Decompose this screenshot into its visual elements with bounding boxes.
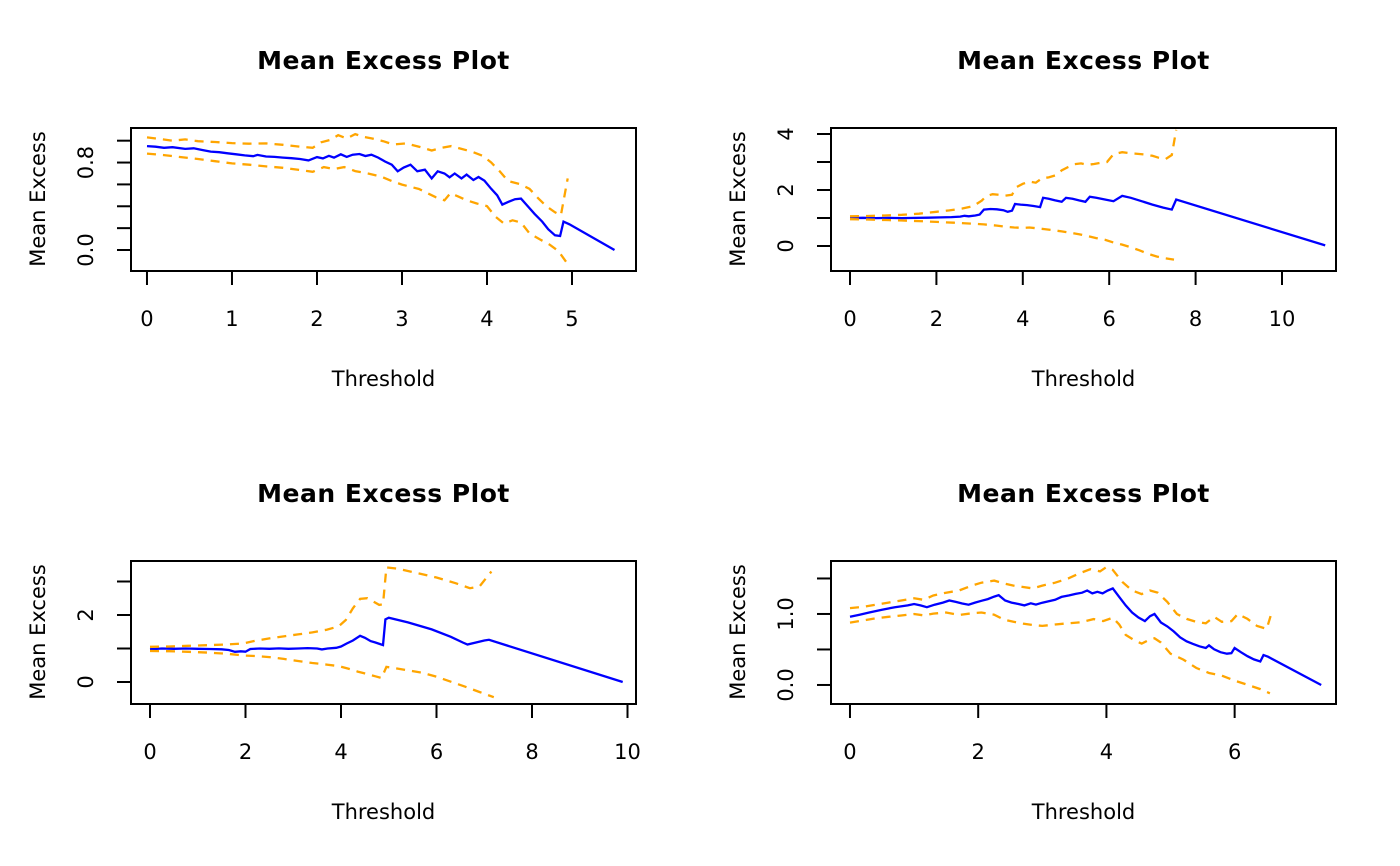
x-axis-label: Threshold — [1031, 800, 1136, 824]
mean-excess-panel-top-right: Mean Excess Plot Mean Excess 0 2 4 6 8 10 4 2 0 … — [700, 0, 1400, 433]
lower-confidence-line — [849, 611, 1271, 695]
plot-box — [130, 560, 637, 705]
plot-area: 0 1 2 3 4 5 0.8 0.0 — [74, 127, 637, 331]
plot-area: 0 2 4 6 1.0 0.0 — [774, 560, 1337, 764]
mean-excess-panel-bottom-left: Mean Excess Plot Mean Excess 0 2 4 6 8 10 2 0 T… — [0, 433, 700, 866]
x-tick-label: 4 — [334, 740, 347, 764]
plot-box — [830, 127, 1337, 272]
x-tick-label: 5 — [565, 307, 578, 331]
x-tick-label: 0 — [143, 740, 156, 764]
mean-excess-line — [149, 616, 624, 684]
mean-excess-line — [146, 144, 616, 251]
x-tick-label: 2 — [972, 740, 985, 764]
lower-confidence-line — [149, 649, 495, 699]
mean-excess-panel-top-left: Mean Excess Plot Mean Excess 0 1 2 3 4 5 0.8 0.… — [0, 0, 700, 433]
upper-confidence-line — [149, 566, 493, 648]
x-axis-label: Threshold — [1031, 367, 1136, 391]
upper-confidence-line — [849, 129, 1178, 218]
plot-box — [830, 560, 1337, 705]
x-tick-label: 3 — [395, 307, 408, 331]
x-axis-label: Threshold — [331, 367, 436, 391]
plot-box — [130, 127, 637, 272]
x-tick-label: 6 — [1228, 740, 1241, 764]
x-tick-label: 0 — [140, 307, 153, 331]
x-tick-label: 10 — [1269, 307, 1296, 331]
mean-excess-panel-bottom-right: Mean Excess Plot Mean Excess 0 2 4 6 1.0 0.0 … — [700, 433, 1400, 866]
plot-area: 0 2 4 6 8 10 2 0 — [74, 560, 641, 764]
y-tick-label: 0 — [774, 239, 798, 252]
y-tick-label: 4 — [774, 127, 798, 140]
x-tick-label: 1 — [225, 307, 238, 331]
x-tick-label: 2 — [310, 307, 323, 331]
x-tick-label: 8 — [525, 740, 538, 764]
upper-confidence-line — [146, 132, 569, 217]
y-tick-label: 1.0 — [774, 597, 798, 630]
lower-confidence-line — [849, 218, 1175, 261]
y-tick-label: 0.8 — [74, 146, 98, 179]
y-tick-label: 2 — [774, 183, 798, 196]
y-tick-label: 0.0 — [74, 233, 98, 266]
x-tick-label: 0 — [843, 740, 856, 764]
y-tick-label: 0 — [74, 675, 98, 688]
upper-confidence-line — [849, 565, 1273, 631]
panel-title: Mean Excess Plot — [957, 46, 1210, 75]
panel-title: Mean Excess Plot — [257, 46, 510, 75]
x-tick-label: 6 — [1103, 307, 1116, 331]
lower-confidence-line — [146, 152, 569, 265]
y-tick-label: 2 — [74, 608, 98, 621]
x-tick-label: 2 — [239, 740, 252, 764]
x-tick-label: 4 — [1100, 740, 1113, 764]
mean-excess-line — [849, 194, 1326, 247]
x-tick-label: 0 — [843, 307, 856, 331]
x-tick-label: 4 — [1016, 307, 1029, 331]
y-tick-label: 0.0 — [774, 668, 798, 701]
x-tick-label: 4 — [480, 307, 493, 331]
x-tick-label: 8 — [1189, 307, 1202, 331]
mean-excess-line — [849, 586, 1322, 687]
plot-area: 0 2 4 6 8 10 4 2 0 — [774, 127, 1337, 331]
x-tick-label: 2 — [930, 307, 943, 331]
panel-title: Mean Excess Plot — [257, 479, 510, 508]
x-axis-label: Threshold — [331, 800, 436, 824]
x-tick-label: 6 — [430, 740, 443, 764]
x-tick-label: 10 — [614, 740, 641, 764]
panel-title: Mean Excess Plot — [957, 479, 1210, 508]
